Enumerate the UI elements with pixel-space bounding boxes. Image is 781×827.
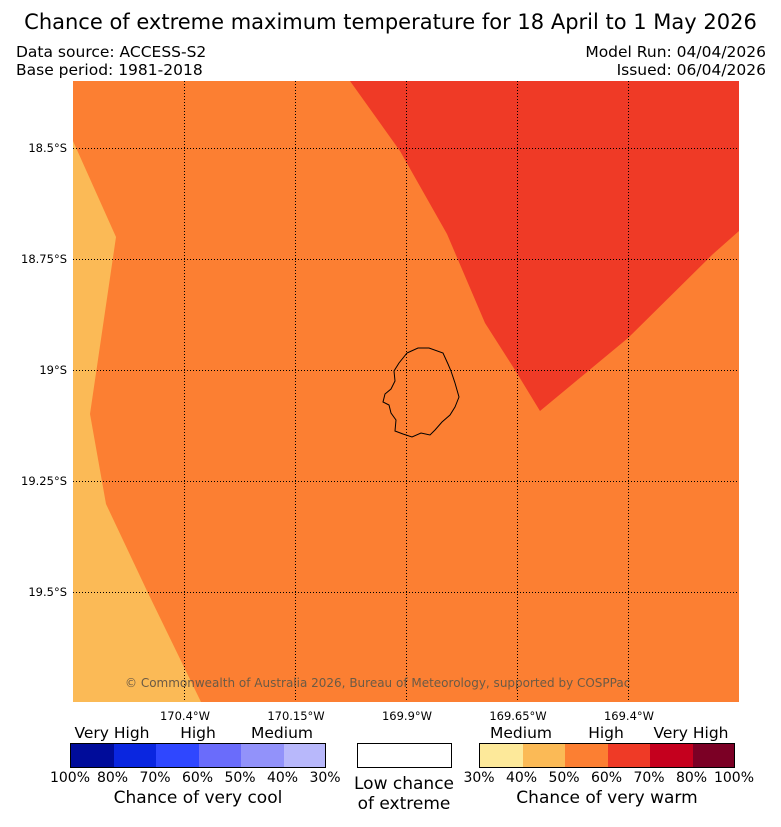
lon-label: 169.9°W bbox=[381, 709, 433, 723]
warm-swatch-3 bbox=[565, 744, 608, 767]
cool-tick-label: 70% bbox=[139, 770, 171, 786]
warm-legend-categories: Medium High Very High bbox=[479, 724, 735, 744]
warm-tick-label: 40% bbox=[505, 770, 538, 786]
low-chance-caption: Low chance of extreme bbox=[343, 774, 465, 814]
warm-category-label: High bbox=[588, 724, 624, 742]
warm-tick-label: 30% bbox=[463, 770, 495, 786]
data-source: Data source: ACCESS-S2 bbox=[16, 43, 207, 61]
cool-swatch-6 bbox=[283, 744, 325, 767]
cool-tick-label: 40% bbox=[266, 770, 299, 786]
cool-category-label: High bbox=[180, 724, 216, 742]
warm-tick-label: 50% bbox=[548, 770, 580, 786]
source-info: Data source: ACCESS-S2 Base period: 1981… bbox=[16, 43, 206, 79]
niue-island-outline bbox=[382, 347, 460, 438]
cool-tick-label: 50% bbox=[224, 770, 256, 786]
low-chance-swatch bbox=[357, 743, 452, 768]
probability-map[interactable] bbox=[73, 81, 739, 702]
warm-legend-ticks: 30% 40% 50% 60% 70% 80% 100% bbox=[463, 770, 754, 788]
cool-swatch-1 bbox=[71, 744, 114, 767]
cool-tick-label: 80% bbox=[96, 770, 129, 786]
warm-swatch-1 bbox=[480, 744, 523, 767]
warm-legend-bar bbox=[479, 743, 735, 768]
lon-label: 169.4°W bbox=[603, 709, 655, 723]
run-info: Model Run: 04/04/2026 Issued: 06/04/2026 bbox=[585, 43, 766, 79]
map-canvas bbox=[73, 81, 739, 702]
warm-swatch-6 bbox=[692, 744, 734, 767]
region-high-warm-60 bbox=[350, 81, 739, 411]
lat-label: 19.5°S bbox=[28, 585, 67, 599]
warm-category-label: Very High bbox=[653, 724, 729, 742]
warm-swatch-4 bbox=[607, 744, 650, 767]
lat-label: 18.75°S bbox=[21, 252, 67, 266]
warm-tick-label: 70% bbox=[633, 770, 665, 786]
cool-tick-label: 60% bbox=[181, 770, 214, 786]
cool-swatch-3 bbox=[156, 744, 199, 767]
issued-date: Issued: 06/04/2026 bbox=[616, 61, 766, 79]
low-chance-line1: Low chance bbox=[354, 774, 454, 794]
cool-legend-ticks: 100% 80% 70% 60% 50% 40% 30% bbox=[50, 770, 341, 788]
base-period: Base period: 1981-2018 bbox=[16, 61, 203, 79]
warm-tick-label: 60% bbox=[590, 770, 623, 786]
cool-category-label: Medium bbox=[251, 724, 313, 742]
cool-swatch-5 bbox=[241, 744, 284, 767]
lon-label: 170.4°W bbox=[159, 709, 211, 723]
cool-swatch-4 bbox=[198, 744, 241, 767]
warm-swatch-5 bbox=[650, 744, 693, 767]
cool-legend-categories: Very High High Medium bbox=[70, 724, 326, 744]
lon-label: 170.15°W bbox=[267, 709, 325, 723]
lat-label: 18.5°S bbox=[28, 141, 67, 155]
lat-label: 19.25°S bbox=[21, 474, 67, 488]
cool-legend-bar bbox=[70, 743, 326, 768]
cool-tick-label: 30% bbox=[309, 770, 341, 786]
warm-legend-caption: Chance of very warm bbox=[516, 788, 698, 808]
warm-swatch-2 bbox=[522, 744, 565, 767]
copyright-notice: © Commonwealth of Australia 2026, Bureau… bbox=[125, 676, 631, 690]
cool-tick-label: 100% bbox=[49, 770, 91, 786]
low-chance-line2: of extreme bbox=[357, 794, 451, 814]
cool-legend-caption: Chance of very cool bbox=[113, 788, 283, 808]
cool-swatch-2 bbox=[113, 744, 156, 767]
warm-category-label: Medium bbox=[490, 724, 552, 742]
lon-label: 169.65°W bbox=[489, 709, 547, 723]
model-run: Model Run: 04/04/2026 bbox=[585, 43, 766, 61]
graticule bbox=[73, 81, 739, 702]
lat-label: 19°S bbox=[39, 363, 67, 377]
chart-title: Chance of extreme maximum temperature fo… bbox=[24, 10, 757, 34]
cool-category-label: Very High bbox=[74, 724, 150, 742]
warm-tick-label: 100% bbox=[713, 770, 755, 786]
warm-tick-label: 80% bbox=[675, 770, 708, 786]
